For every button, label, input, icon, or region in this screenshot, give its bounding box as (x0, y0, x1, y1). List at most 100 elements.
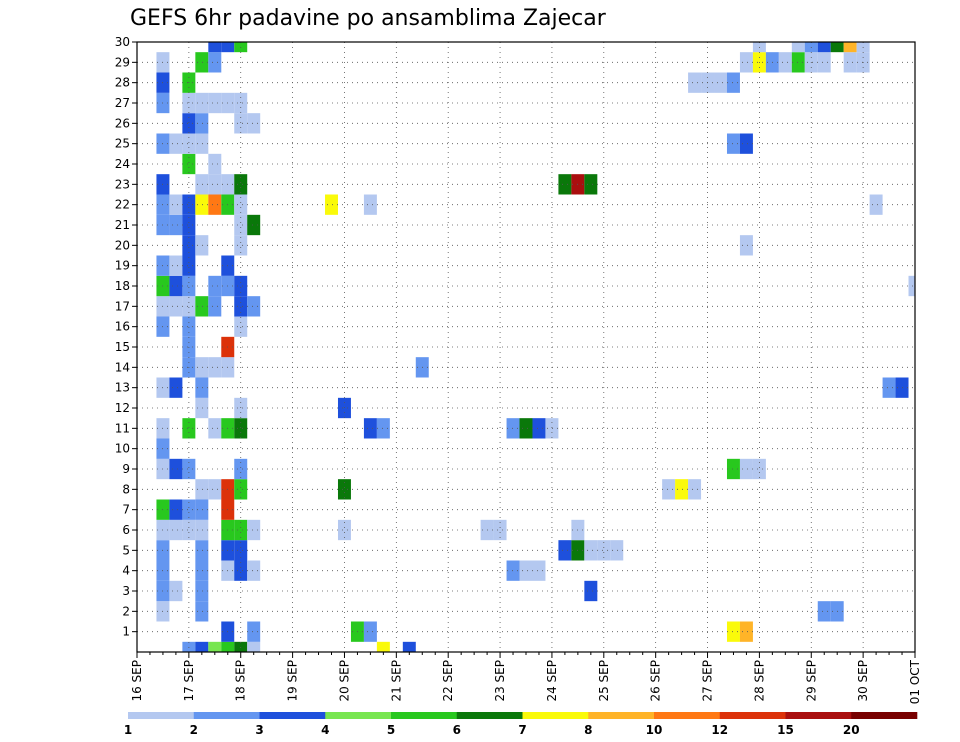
heatmap-cell (182, 153, 196, 175)
heatmap-cell (234, 560, 248, 581)
y-tick-label: 16 (115, 320, 130, 334)
colorbar-swatch (193, 712, 260, 719)
colorbar-label: 6 (453, 723, 461, 737)
heatmap-cell (493, 519, 507, 541)
heatmap-cell (817, 52, 831, 73)
heatmap-cell (208, 479, 222, 500)
heatmap-cell (182, 641, 196, 652)
x-tick-label: 25 SEP (597, 660, 611, 702)
heatmap-cell (221, 641, 235, 652)
heatmap-cell (182, 255, 196, 276)
heatmap-cell (519, 418, 533, 439)
heatmap-cell (234, 235, 248, 256)
y-tick-label: 2 (122, 604, 130, 618)
heatmap-cell (688, 479, 702, 500)
x-tick-label: 19 SEP (286, 660, 300, 702)
y-tick-label: 14 (115, 360, 130, 374)
colorbar-label: 8 (584, 723, 592, 737)
heatmap-cell (376, 418, 390, 439)
heatmap-cell (791, 52, 805, 73)
heatmap-cell (195, 641, 209, 652)
heatmap-cell (234, 275, 248, 297)
heatmap-cell (843, 52, 857, 73)
heatmap-cell (337, 479, 351, 500)
y-tick-label: 4 (122, 564, 130, 578)
y-tick-label: 11 (115, 421, 130, 435)
colorbar-label: 15 (777, 723, 794, 737)
y-tick-label: 10 (115, 442, 130, 456)
colorbar-label: 7 (518, 723, 526, 737)
y-tick-label: 8 (122, 482, 130, 496)
y-tick-label: 22 (115, 198, 130, 212)
heatmap-cell (247, 296, 261, 317)
heatmap-cell (195, 499, 209, 520)
heatmap-cell (195, 580, 209, 602)
colorbar-swatch (654, 712, 721, 719)
heatmap-cell (234, 479, 248, 500)
heatmap-cell (208, 153, 222, 175)
heatmap-cell (182, 296, 196, 317)
heatmap-cell (182, 194, 196, 215)
heatmap-cell (610, 540, 624, 561)
y-tick-label: 9 (122, 462, 130, 476)
heatmap-cell (726, 458, 740, 480)
heatmap-cell (519, 560, 533, 581)
colorbar-swatch (785, 712, 852, 719)
grid-lines (137, 42, 915, 652)
heatmap-cell (234, 113, 248, 134)
heatmap-cell (247, 621, 261, 642)
heatmap-cell (817, 42, 831, 53)
heatmap-cell (195, 296, 209, 317)
heatmap-cell (739, 235, 753, 256)
heatmap-cell (182, 458, 196, 480)
heatmap-cell (584, 540, 598, 561)
colorbar-swatch (851, 712, 918, 719)
colorbar-swatch (259, 712, 326, 719)
heatmap-cell (234, 316, 248, 337)
heatmap-cell (908, 275, 915, 297)
y-tick-label: 6 (122, 523, 130, 537)
heatmap-cell (817, 601, 831, 622)
colorbar-swatch (325, 712, 392, 719)
heatmap-cell (195, 560, 209, 581)
heatmap-cell (739, 52, 753, 73)
heatmap-cell (195, 194, 209, 215)
y-tick-label: 19 (115, 259, 130, 273)
heatmap-cell (208, 52, 222, 73)
heatmap-cell (208, 296, 222, 317)
heatmap-cell (337, 519, 351, 541)
heatmap-cell (208, 641, 222, 652)
heatmap-cell (208, 92, 222, 114)
y-tick-label: 7 (122, 503, 130, 517)
heatmap-cell (182, 113, 196, 134)
heatmap-cell (363, 194, 377, 215)
heatmap-cell (182, 418, 196, 439)
heatmap-cell (195, 397, 209, 419)
y-tick-label: 18 (115, 279, 130, 293)
heatmap-cells (156, 42, 915, 652)
heatmap-cell (195, 133, 209, 154)
heatmap-cell (169, 275, 183, 297)
x-tick-label: 20 SEP (337, 660, 351, 702)
heatmap-cell (739, 458, 753, 480)
heatmap-cell (208, 194, 222, 215)
heatmap-cell (169, 255, 183, 276)
y-tick-label: 25 (115, 137, 130, 151)
heatmap-cell (208, 418, 222, 439)
colorbar-label: 2 (190, 723, 198, 737)
heatmap-cell (221, 42, 235, 53)
x-axis: 16 SEP 17 SEP 18 SEP 19 SEP 20 SEP 21 SEP 22 S… (130, 652, 922, 704)
heatmap-cell (376, 641, 390, 652)
heatmap-cell (247, 560, 261, 581)
heatmap-cell (506, 418, 520, 439)
heatmap-cell (208, 42, 222, 53)
heatmap-cell (778, 52, 792, 73)
heatmap-cell (597, 540, 611, 561)
colorbar-swatch (588, 712, 655, 719)
heatmap-cell (739, 621, 753, 642)
heatmap-cell (662, 479, 676, 500)
heatmap-cell (247, 113, 261, 134)
heatmap-cell (182, 214, 196, 236)
y-tick-label: 17 (115, 299, 130, 313)
